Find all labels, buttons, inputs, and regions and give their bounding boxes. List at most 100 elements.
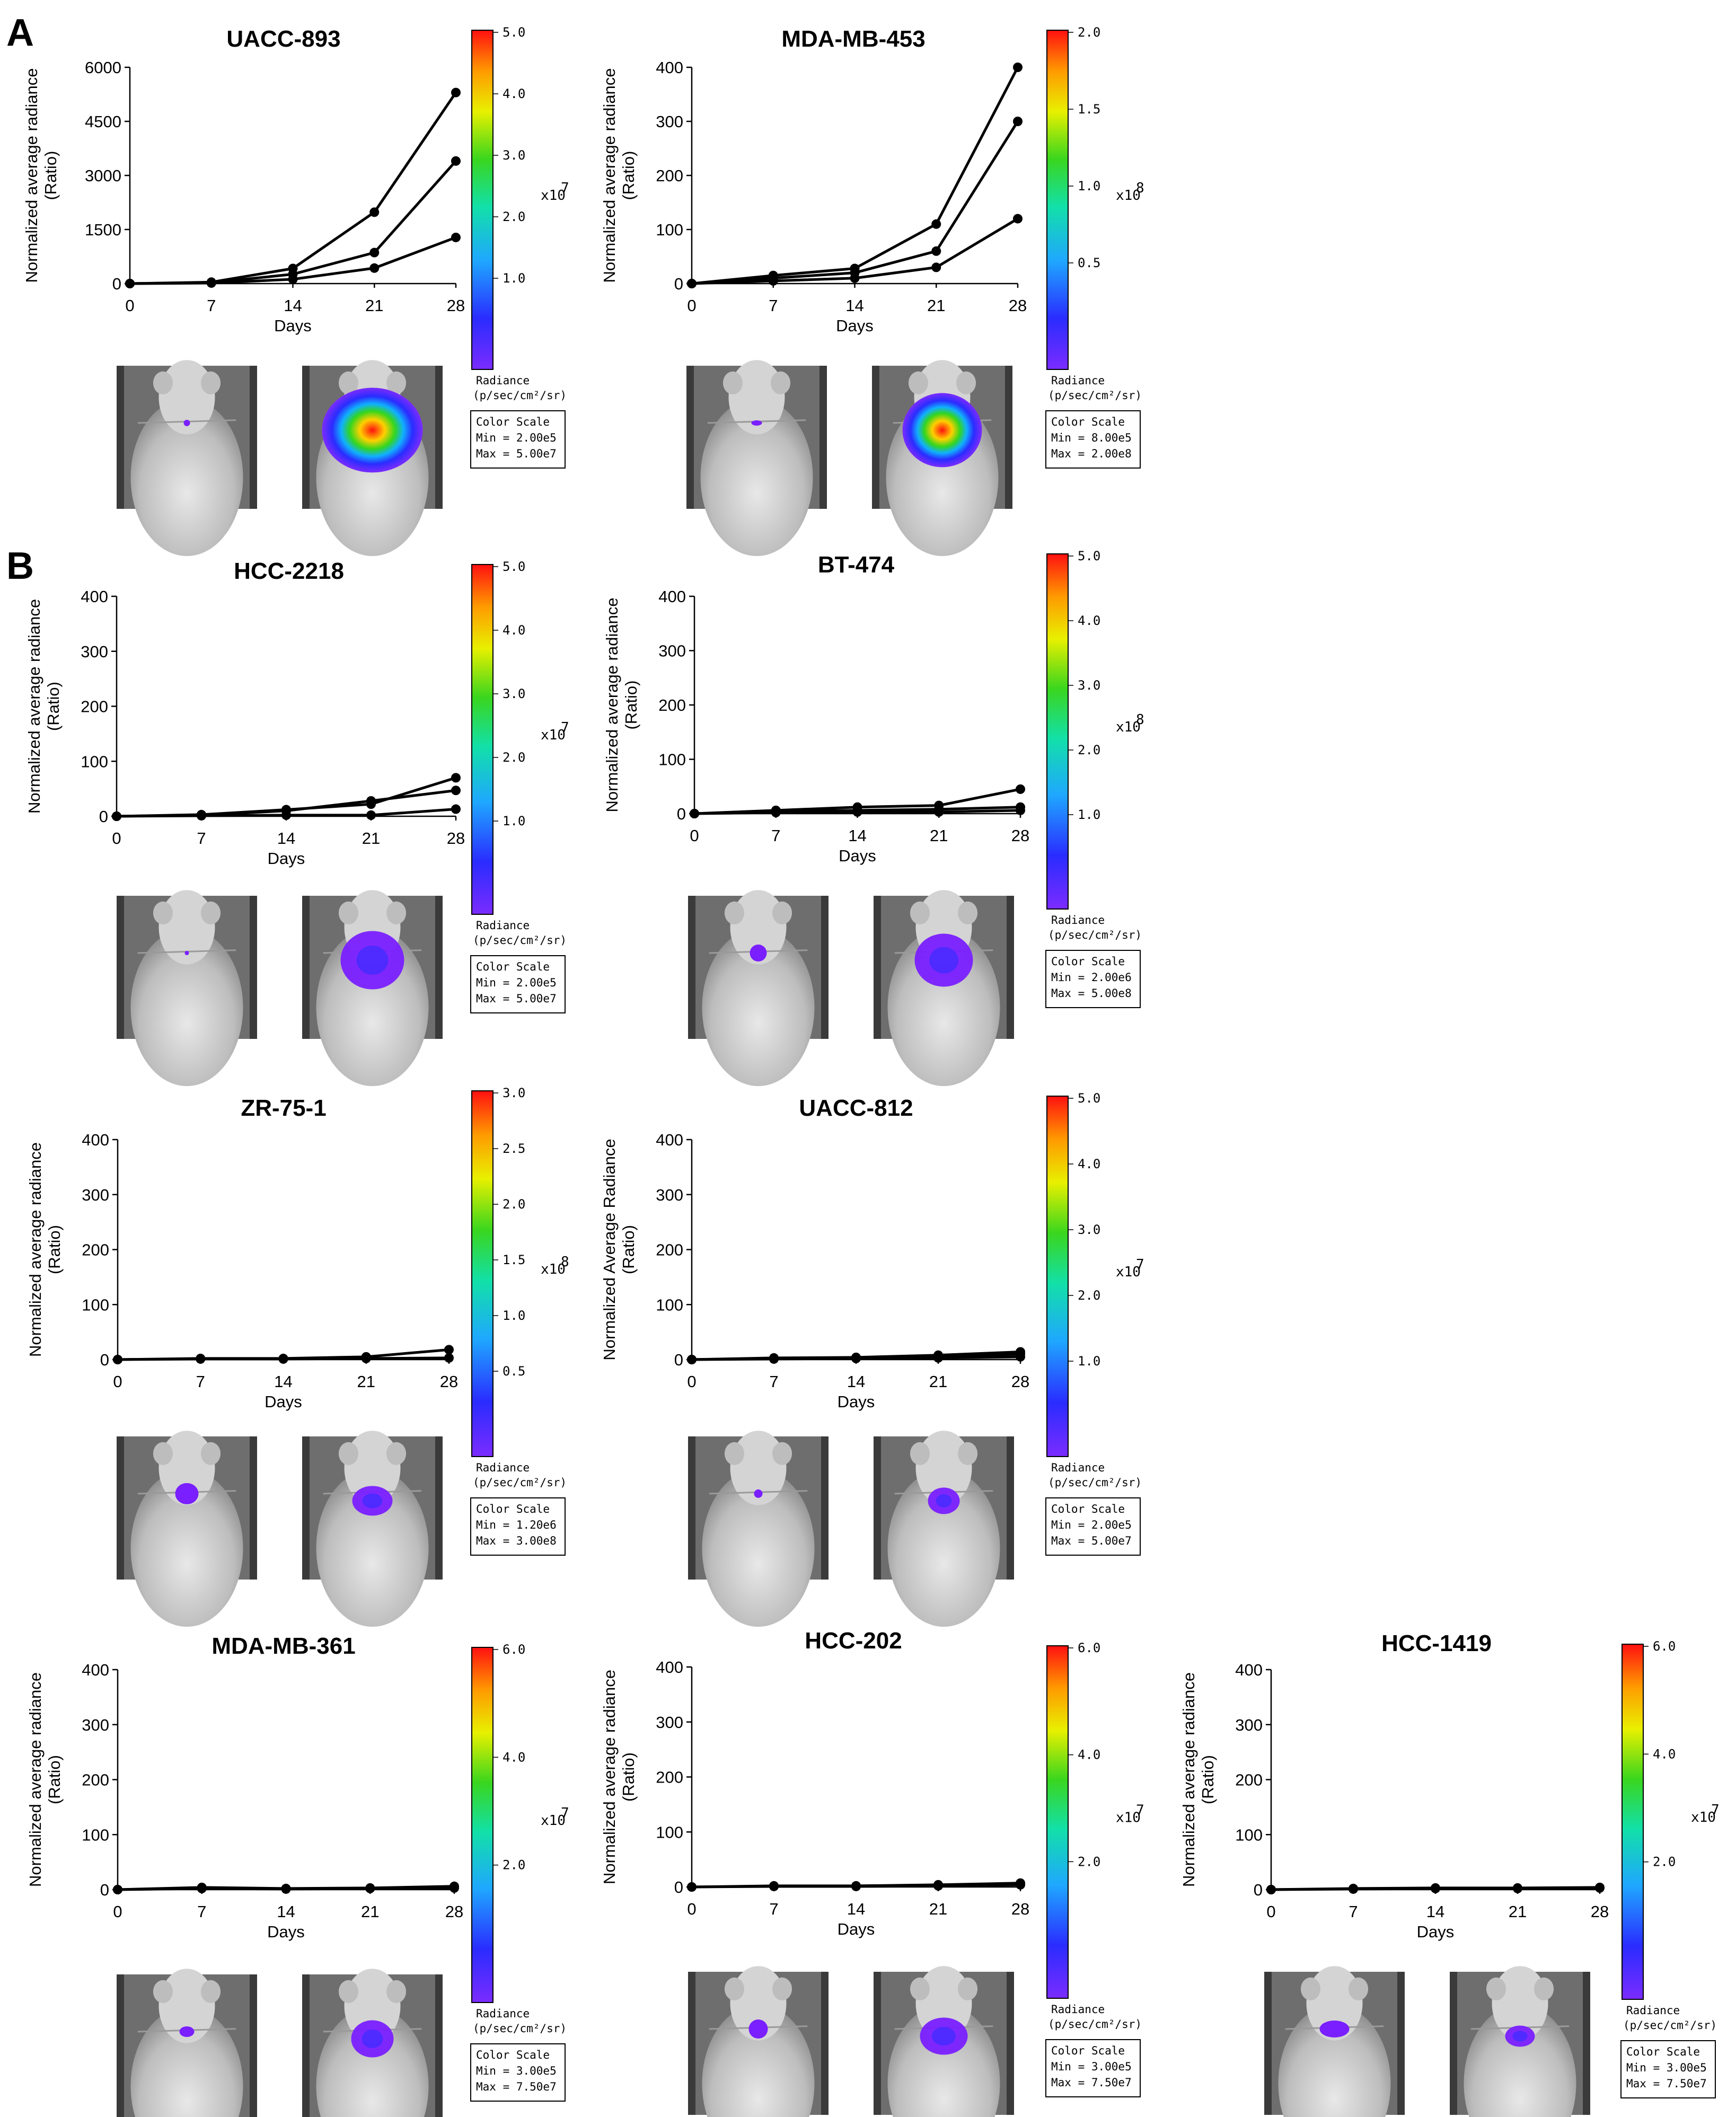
radiance-label: Radiance: [476, 919, 530, 932]
mouse-body: [702, 929, 815, 1087]
y-tick-label: 300: [656, 112, 683, 131]
mouse-head: [915, 1431, 972, 1505]
x-tick-label: 21: [929, 1900, 947, 1918]
mouse-ear: [201, 1442, 221, 1465]
chart-title: HCC-202: [805, 1628, 902, 1654]
data-point: [690, 809, 699, 818]
colorbar-exponent: x10: [541, 188, 566, 204]
x-tick-label: 7: [197, 829, 206, 848]
colorbar-tick-label: 2.0: [503, 209, 525, 224]
mouse-ear: [1300, 1977, 1320, 2000]
mouse-ear: [908, 371, 928, 395]
colorbar-tick-label: 4.0: [1078, 613, 1100, 628]
data-point: [687, 279, 697, 288]
x-tick-label: 21: [365, 296, 383, 315]
colorbar-tick-label: 5.0: [1078, 1091, 1100, 1106]
colorbar-tick-label: 2.0: [1078, 25, 1100, 40]
colorbar-gradient: [1046, 553, 1069, 910]
y-tick-label: 200: [81, 698, 108, 716]
data-point: [451, 804, 461, 814]
color-scale-text: Min = 3.00e5: [1626, 2061, 1707, 2074]
mouse-ear: [386, 1442, 407, 1465]
x-tick-label: 0: [1266, 1902, 1275, 1921]
colorbar-tick-label: 3.0: [503, 148, 525, 163]
color-scale-text: Max = 5.00e8: [1051, 987, 1132, 1000]
mouse-body: [1464, 2005, 1576, 2117]
data-point: [769, 1881, 779, 1891]
color-scale-text: Color Scale: [1626, 2045, 1700, 2058]
data-point: [1266, 1885, 1276, 1894]
image-edge: [117, 896, 124, 1039]
data-point: [1016, 1352, 1025, 1362]
colorbar-tick-label: 4.0: [503, 623, 525, 638]
data-point: [197, 810, 206, 821]
mouse-head: [158, 360, 215, 435]
mouse-ear: [386, 371, 407, 395]
y-tick-label: 100: [656, 220, 683, 239]
series-line-2: [691, 120, 1019, 285]
color-scale-text: Color Scale: [1051, 955, 1125, 968]
x-tick-label: 21: [927, 296, 945, 315]
x-axis-label: Days: [838, 1392, 875, 1411]
data-point: [197, 1883, 207, 1893]
mouse-body: [702, 2005, 815, 2117]
x-tick-label: 14: [848, 826, 866, 845]
colorbar-tick-label: 1.0: [503, 814, 525, 828]
x-tick-label: 7: [197, 1902, 206, 1921]
panel-label-a: A: [6, 12, 34, 54]
colorbar-exponent: x10: [1116, 1264, 1141, 1280]
panel-label-b: B: [6, 545, 34, 587]
chart-hcc-1419: HCC-1419 0 100 200 300 400 0 7 14 21 28 Days Normali…: [1179, 1630, 1720, 2098]
radiance-label: (p/sec/cm²/sr): [1623, 2019, 1717, 2032]
radiance-label: Radiance: [1051, 2003, 1105, 2016]
y-tick-label: 400: [656, 1131, 683, 1149]
chart-hcc-202: HCC-202 0 100 200 300 400 0 7 14 21 28 Days Normaliz…: [600, 1628, 1144, 2097]
data-point: [851, 1881, 861, 1891]
image-edge: [302, 1974, 310, 2117]
image-edge: [117, 1436, 124, 1580]
colorbar-gradient: [471, 1090, 494, 1457]
image-edge: [302, 1436, 310, 1580]
x-axis-label: Days: [1417, 1922, 1455, 1941]
color-scale-text: Max = 3.00e8: [476, 1534, 557, 1547]
y-tick-label: 6000: [85, 58, 121, 77]
radiance-label: (p/sec/cm²/sr): [1048, 1476, 1142, 1489]
x-tick-label: 7: [769, 296, 778, 315]
mouse-image-late: [302, 1969, 443, 2117]
mouse-ear: [201, 371, 221, 395]
colorbar-gradient: [1046, 1096, 1069, 1457]
mouse-head: [730, 890, 787, 965]
colorbar-tick-label: 3.0: [503, 686, 525, 701]
mouse-head: [344, 1431, 401, 1505]
data-point: [444, 1353, 454, 1363]
mouse-body: [887, 2005, 1000, 2117]
x-tick-label: 14: [847, 1372, 865, 1391]
radiance-label: Radiance: [476, 1461, 530, 1474]
color-scale-text: Min = 3.00e5: [476, 2065, 557, 2077]
colorbar-exponent: x10: [541, 727, 566, 743]
y-tick-label: 400: [81, 587, 108, 606]
color-scale-text: Min = 1.20e6: [476, 1519, 557, 1531]
image-edge: [302, 366, 310, 509]
color-scale-text: Color Scale: [1051, 2044, 1125, 2057]
x-tick-label: 7: [771, 826, 780, 845]
data-point: [361, 1353, 371, 1363]
colorbar-gradient: [471, 30, 494, 370]
y-axis-label: (Ratio): [41, 151, 60, 200]
signal-blob: [179, 2026, 195, 2037]
y-axis-label: Normalized average radiance: [26, 1142, 45, 1357]
y-tick-label: 300: [81, 642, 108, 661]
signal-blob: [1319, 2021, 1350, 2037]
colorbar-exponent-power: 8: [561, 1254, 569, 1270]
signal-core: [362, 1493, 383, 1509]
mouse-ear: [1486, 1977, 1506, 2000]
colorbar-tick-label: 0.5: [503, 1364, 525, 1379]
image-edge: [435, 896, 443, 1039]
color-scale-text: Color Scale: [476, 1503, 550, 1515]
mouse-head: [344, 1969, 401, 2043]
signal-core: [362, 2030, 383, 2048]
